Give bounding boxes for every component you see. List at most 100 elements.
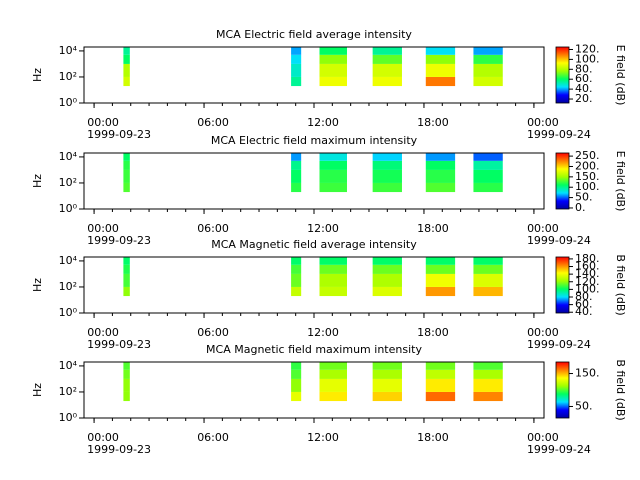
date-label: 1999-09-23 xyxy=(87,443,151,456)
x-tick-label: 00:00 xyxy=(87,222,119,235)
spectrogram-cell xyxy=(425,378,456,392)
colorbar-tick-label: 80. xyxy=(575,290,593,303)
x-tick-label: 18:00 xyxy=(417,222,449,235)
spectrogram-cell xyxy=(372,378,402,392)
spectrogram-cell xyxy=(425,362,456,370)
spectrogram-cell xyxy=(123,54,130,64)
date-label: 1999-09-23 xyxy=(87,338,151,351)
spectrogram-cell xyxy=(319,264,347,274)
colorbar-label: E field (dB) xyxy=(614,151,627,212)
date-label: 1999-09-24 xyxy=(527,234,591,247)
x-tick-label: 12:00 xyxy=(307,222,339,235)
spectrogram-cell xyxy=(319,153,347,161)
x-tick-label: 00:00 xyxy=(87,116,119,129)
spectrogram-cell xyxy=(291,286,302,297)
colorbar-tick-label: 40. xyxy=(575,82,593,95)
spectrogram-cell xyxy=(291,153,302,161)
spectrogram-cell xyxy=(291,76,302,87)
colorbar xyxy=(555,46,570,104)
colorbar-tick-label: 100. xyxy=(575,180,600,193)
spectrogram-cell xyxy=(473,76,503,87)
colorbar xyxy=(555,361,570,419)
y-tick-label: 10⁰ xyxy=(59,96,78,109)
colorbar-tick-label: 100. xyxy=(575,282,600,295)
x-tick-label: 18:00 xyxy=(417,326,449,339)
colorbar-tick-label: 180. xyxy=(575,252,600,265)
spectrogram-cell xyxy=(425,257,456,265)
spectrogram-cell xyxy=(319,286,347,297)
spectrogram-cell xyxy=(473,286,503,297)
spectrogram-cell xyxy=(319,378,347,392)
spectrogram-cell xyxy=(473,378,503,392)
spectrogram-cell xyxy=(473,273,503,287)
spectrogram-cell xyxy=(372,169,402,183)
colorbar-tick-label: 120. xyxy=(575,42,600,55)
spectrogram-cell xyxy=(319,54,347,64)
y-axis-label: Hz xyxy=(31,278,44,292)
spectrogram-cell xyxy=(319,47,347,55)
panel-title: MCA Electric field average intensity xyxy=(216,28,412,41)
spectrogram-cell xyxy=(473,153,503,161)
spectrogram-cell xyxy=(123,286,130,297)
spectrogram-cell xyxy=(291,273,302,287)
y-axis-label: Hz xyxy=(31,68,44,82)
spectrogram-cell xyxy=(425,391,456,402)
date-label: 1999-09-23 xyxy=(87,234,151,247)
spectrogram-cell xyxy=(425,76,456,87)
spectrogram-cell xyxy=(123,362,130,370)
spectrogram-cell xyxy=(123,47,130,55)
y-axis-label: Hz xyxy=(31,174,44,188)
colorbar xyxy=(555,152,570,210)
spectrogram-cell xyxy=(473,63,503,77)
colorbar-tick-label: 60. xyxy=(575,72,593,85)
spectrogram-cell xyxy=(291,47,302,55)
spectrogram-cell xyxy=(372,257,402,265)
spectrogram-cell xyxy=(473,369,503,379)
y-tick-label: 10² xyxy=(59,70,77,83)
spectrogram-cell xyxy=(123,76,130,87)
colorbar-label: E field (dB) xyxy=(614,45,627,106)
colorbar-tick-label: 150. xyxy=(575,367,600,380)
spectrogram-cell xyxy=(425,264,456,274)
colorbar-tick-label: 160. xyxy=(575,260,600,273)
spectrogram-cell xyxy=(473,182,503,193)
spectrogram-cell xyxy=(319,182,347,193)
y-tick-label: 10⁴ xyxy=(59,359,78,372)
spectrogram-cell xyxy=(319,273,347,287)
spectrogram-cell xyxy=(425,182,456,193)
spectrogram-cell xyxy=(372,153,402,161)
spectrogram-cell xyxy=(372,160,402,170)
colorbar-tick-label: 200. xyxy=(575,159,600,172)
spectrogram-cell xyxy=(319,63,347,77)
x-tick-label: 12:00 xyxy=(307,116,339,129)
colorbar-tick-label: 80. xyxy=(575,62,593,75)
date-label: 1999-09-24 xyxy=(527,338,591,351)
spectrogram-cell xyxy=(319,160,347,170)
colorbar-tick-label: 20. xyxy=(575,92,593,105)
x-tick-label: 12:00 xyxy=(307,431,339,444)
x-tick-label: 06:00 xyxy=(197,116,229,129)
colorbar xyxy=(555,256,570,314)
spectrogram-cell xyxy=(425,273,456,287)
date-label: 1999-09-24 xyxy=(527,443,591,456)
spectrogram-cell xyxy=(425,369,456,379)
spectrogram-cell xyxy=(291,391,302,402)
spectrogram-cell xyxy=(372,54,402,64)
colorbar-tick-label: 100. xyxy=(575,52,600,65)
x-tick-label: 00:00 xyxy=(527,431,559,444)
spectrogram-cell xyxy=(372,273,402,287)
spectrogram-cell xyxy=(123,257,130,265)
spectrogram-cell xyxy=(372,182,402,193)
date-label: 1999-09-23 xyxy=(87,128,151,141)
spectrogram-cell xyxy=(425,286,456,297)
panel-title: MCA Magnetic field maximum intensity xyxy=(206,343,422,356)
y-tick-label: 10⁰ xyxy=(59,202,78,215)
spectrogram-cell xyxy=(319,362,347,370)
spectrogram-cell xyxy=(291,63,302,77)
x-tick-label: 18:00 xyxy=(417,431,449,444)
spectrogram-cell xyxy=(473,362,503,370)
spectrogram-cell xyxy=(291,182,302,193)
y-tick-label: 10² xyxy=(59,176,77,189)
spectrogram-cell xyxy=(473,54,503,64)
